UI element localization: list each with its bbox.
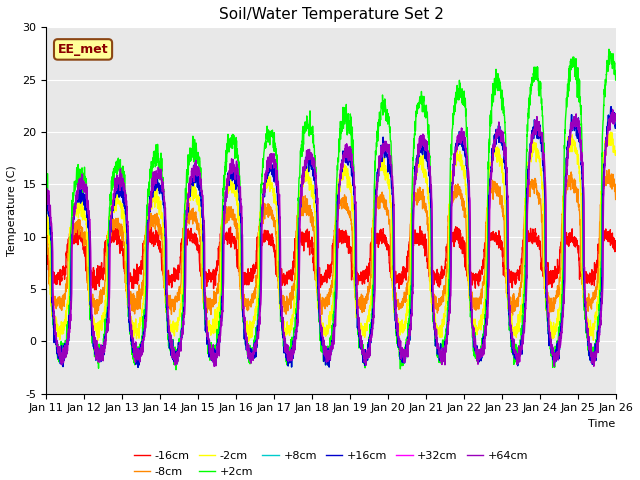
+2cm <box>172 367 180 372</box>
-16cm <box>261 239 269 244</box>
+64cm <box>601 164 609 169</box>
+16cm <box>601 155 609 160</box>
Line: -16cm: -16cm <box>46 226 616 290</box>
+16cm <box>607 104 615 109</box>
-2cm <box>42 214 50 219</box>
+32cm <box>42 185 50 191</box>
-2cm <box>607 129 614 135</box>
-8cm <box>42 234 50 240</box>
+2cm <box>42 185 50 191</box>
-8cm <box>540 268 547 274</box>
Legend: -16cm, -8cm, -2cm, +2cm, +8cm, +16cm, +32cm, +64cm: -16cm, -8cm, -2cm, +2cm, +8cm, +16cm, +3… <box>129 447 532 480</box>
+2cm <box>612 77 620 83</box>
-8cm <box>261 216 269 222</box>
+64cm <box>609 107 616 113</box>
Line: +2cm: +2cm <box>46 49 616 370</box>
+16cm <box>42 192 50 198</box>
X-axis label: Time: Time <box>588 419 616 429</box>
+2cm <box>605 47 613 52</box>
+2cm <box>261 140 269 146</box>
Text: EE_met: EE_met <box>58 43 108 56</box>
+32cm <box>601 164 609 169</box>
-16cm <box>601 236 609 242</box>
+8cm <box>612 122 620 128</box>
-8cm <box>285 301 293 307</box>
+16cm <box>261 180 269 186</box>
+2cm <box>601 91 609 96</box>
+8cm <box>42 192 50 198</box>
-16cm <box>42 240 50 246</box>
+16cm <box>141 326 149 332</box>
-8cm <box>141 237 149 242</box>
+64cm <box>211 363 218 369</box>
+16cm <box>285 355 293 360</box>
+32cm <box>211 363 218 369</box>
+32cm <box>261 190 269 195</box>
+32cm <box>108 216 115 222</box>
+2cm <box>540 128 547 133</box>
+8cm <box>601 155 609 160</box>
-2cm <box>245 338 253 344</box>
-8cm <box>605 167 613 172</box>
+8cm <box>607 104 615 109</box>
-16cm <box>612 245 620 251</box>
+16cm <box>540 162 547 168</box>
-2cm <box>285 333 293 338</box>
+64cm <box>42 185 50 191</box>
-8cm <box>108 231 115 237</box>
+32cm <box>285 352 293 358</box>
+64cm <box>141 319 149 325</box>
+8cm <box>141 326 149 332</box>
-2cm <box>108 213 115 219</box>
-16cm <box>286 276 294 281</box>
-8cm <box>601 180 609 186</box>
+64cm <box>612 117 620 123</box>
+32cm <box>609 107 616 113</box>
Line: +64cm: +64cm <box>46 110 616 366</box>
Line: -2cm: -2cm <box>46 132 616 341</box>
-16cm <box>540 267 547 273</box>
-2cm <box>601 155 609 161</box>
-8cm <box>509 312 516 318</box>
+8cm <box>108 213 115 218</box>
+64cm <box>261 190 269 195</box>
+8cm <box>134 364 142 370</box>
-2cm <box>612 149 620 155</box>
+2cm <box>141 312 149 317</box>
+2cm <box>108 192 115 198</box>
+64cm <box>108 216 115 222</box>
+8cm <box>285 355 293 360</box>
Line: +8cm: +8cm <box>46 107 616 367</box>
+2cm <box>285 344 293 350</box>
-16cm <box>141 242 149 248</box>
Line: -8cm: -8cm <box>46 169 616 315</box>
-16cm <box>92 287 100 293</box>
+64cm <box>540 154 547 159</box>
-8cm <box>612 197 620 203</box>
Line: +32cm: +32cm <box>46 110 616 366</box>
+8cm <box>540 162 547 168</box>
+32cm <box>141 319 149 325</box>
+32cm <box>540 154 547 159</box>
-2cm <box>141 260 149 266</box>
Title: Soil/Water Temperature Set 2: Soil/Water Temperature Set 2 <box>218 7 444 22</box>
-16cm <box>108 240 115 245</box>
+16cm <box>612 122 620 128</box>
-2cm <box>261 185 269 191</box>
Line: +16cm: +16cm <box>46 107 616 367</box>
+32cm <box>612 117 620 123</box>
-16cm <box>113 223 121 228</box>
+8cm <box>261 180 269 186</box>
Y-axis label: Temperature (C): Temperature (C) <box>7 165 17 256</box>
+16cm <box>134 364 142 370</box>
-2cm <box>540 201 547 207</box>
+64cm <box>285 352 293 358</box>
+16cm <box>108 213 115 218</box>
